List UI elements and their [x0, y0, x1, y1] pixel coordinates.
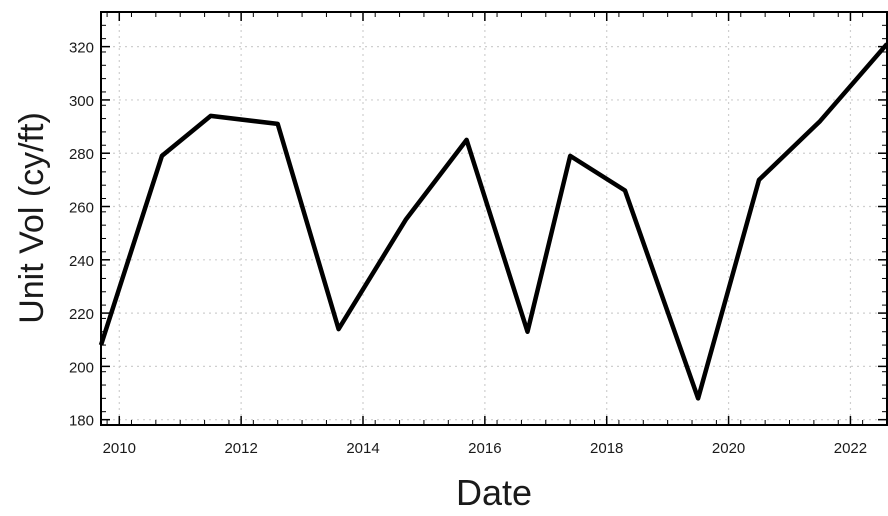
y-axis-title: Unit Vol (cy/ft) [13, 112, 51, 324]
y-tick-label: 320 [69, 40, 94, 57]
x-tick-label: 2012 [224, 440, 257, 457]
x-tick-label: 2016 [468, 440, 501, 457]
series-group [98, 42, 888, 401]
x-tick-label: 2010 [103, 440, 136, 457]
grid [101, 12, 887, 425]
axis-ticks [101, 11, 887, 426]
x-tick-label: 2022 [834, 440, 867, 457]
y-tick-label: 200 [69, 359, 94, 376]
y-tick-label: 280 [69, 146, 94, 163]
y-tick-label: 180 [69, 413, 94, 430]
y-tick-label: 220 [69, 306, 94, 323]
y-tick-label: 260 [69, 200, 94, 217]
x-tick-labels: 2010 2012 2014 2016 2018 2020 2022 [103, 440, 868, 457]
y-tick-labels: 180 200 220 240 260 280 300 320 [69, 40, 94, 430]
x-tick-label: 2020 [712, 440, 745, 457]
series-line [98, 42, 888, 401]
x-axis-title: Date [456, 472, 532, 513]
y-tick-label: 240 [69, 253, 94, 270]
x-tick-label: 2014 [346, 440, 379, 457]
plot-area [100, 11, 888, 426]
x-tick-label: 2018 [590, 440, 623, 457]
y-tick-label: 300 [69, 93, 94, 110]
